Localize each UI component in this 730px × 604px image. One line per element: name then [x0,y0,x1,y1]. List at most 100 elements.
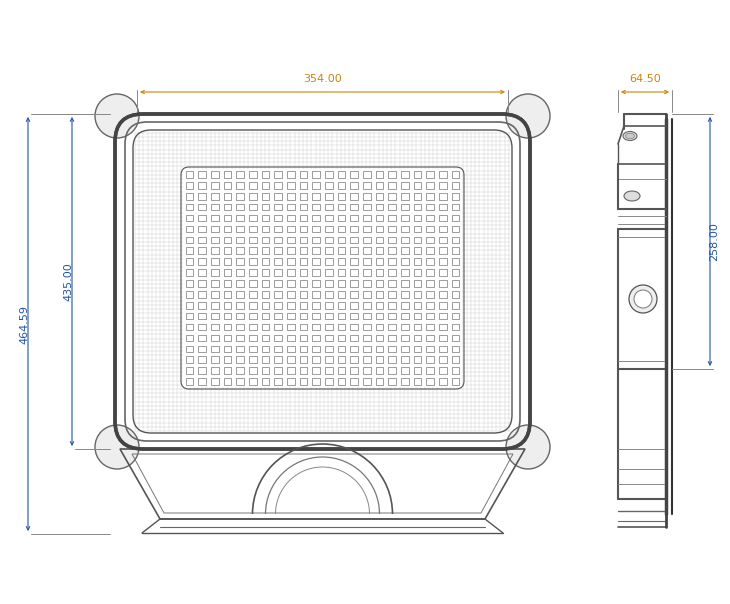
Bar [211,313,218,320]
Bar [439,204,447,210]
Bar [439,280,447,287]
Bar [185,345,193,352]
Bar [325,335,333,341]
Bar [237,367,244,374]
Bar [350,367,358,374]
Bar [452,335,459,341]
Bar [237,248,244,254]
Bar [261,291,269,298]
Bar [249,237,256,243]
Bar [211,204,218,210]
Bar [312,215,320,221]
Bar [223,335,231,341]
Bar [312,171,320,178]
Bar [185,193,193,199]
Bar [350,356,358,363]
Bar [287,204,295,210]
Bar [287,215,295,221]
Bar [439,313,447,320]
Bar [350,204,358,210]
Bar [199,226,206,232]
Bar [300,291,307,298]
Bar [414,313,421,320]
Bar [338,215,345,221]
Bar [439,237,447,243]
Bar [287,193,295,199]
Bar [363,248,371,254]
Bar [300,313,307,320]
Bar [350,193,358,199]
Bar [261,367,269,374]
Bar [452,215,459,221]
Bar [414,204,421,210]
Bar [452,356,459,363]
Bar [338,269,345,276]
Bar [414,269,421,276]
Bar [300,367,307,374]
Bar [300,378,307,385]
Bar [199,248,206,254]
Bar [439,248,447,254]
Bar [325,291,333,298]
Circle shape [95,94,139,138]
Bar [376,367,383,374]
Bar [185,248,193,254]
Bar [223,324,231,330]
Bar [414,302,421,309]
Ellipse shape [623,132,637,141]
Bar [350,237,358,243]
Bar [350,215,358,221]
Bar [274,182,282,188]
Bar [312,193,320,199]
Bar [185,335,193,341]
Bar [414,378,421,385]
Bar [452,171,459,178]
Bar [223,345,231,352]
Bar [426,248,434,254]
Bar [363,193,371,199]
Bar [363,345,371,352]
Bar [185,313,193,320]
Bar [401,171,409,178]
Bar [376,356,383,363]
Bar [300,335,307,341]
Bar [185,291,193,298]
Ellipse shape [624,191,640,201]
Bar [274,302,282,309]
Bar [388,204,396,210]
Bar [249,226,256,232]
Bar [287,280,295,287]
Bar [300,345,307,352]
Bar [312,280,320,287]
Bar [414,324,421,330]
Bar [338,193,345,199]
Bar [426,367,434,374]
Bar [426,226,434,232]
Bar [376,335,383,341]
Bar [211,269,218,276]
Bar [261,280,269,287]
Bar [338,302,345,309]
Bar [199,356,206,363]
Bar [199,193,206,199]
Bar [426,280,434,287]
Bar [237,215,244,221]
Bar [261,378,269,385]
Bar [300,259,307,265]
Bar [439,335,447,341]
Bar [388,324,396,330]
Bar [199,259,206,265]
Bar [376,237,383,243]
Bar [376,269,383,276]
Bar [452,302,459,309]
Bar [300,248,307,254]
Bar [325,269,333,276]
Bar [300,215,307,221]
Text: 258.00: 258.00 [709,222,719,261]
Bar [376,291,383,298]
Bar [211,335,218,341]
Bar [261,193,269,199]
Bar [249,302,256,309]
Ellipse shape [626,133,634,139]
Bar [452,313,459,320]
